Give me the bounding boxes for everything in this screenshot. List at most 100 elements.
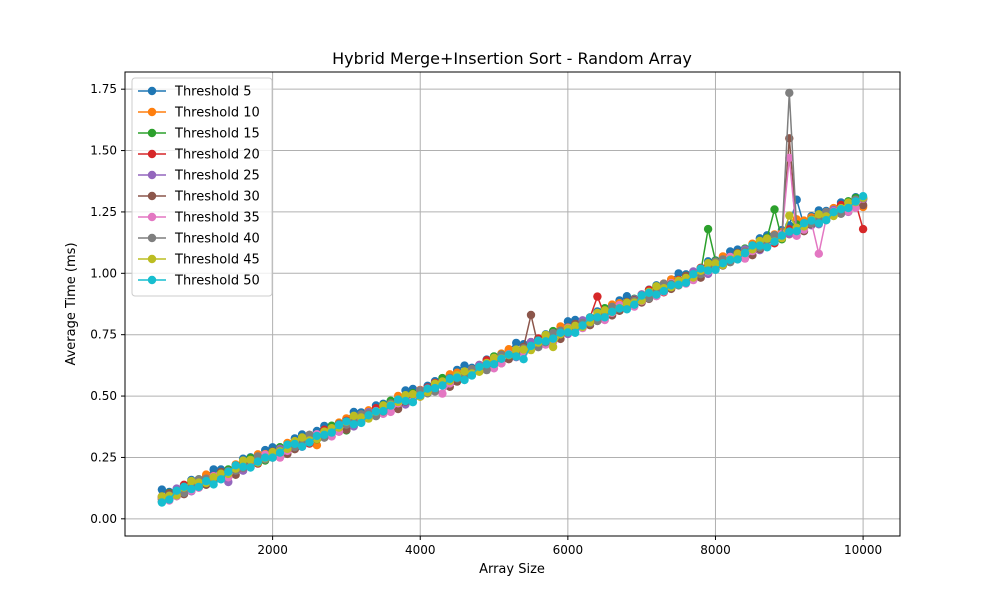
data-point <box>674 280 683 289</box>
data-point <box>179 482 189 491</box>
legend-label: Threshold 5 <box>174 85 251 100</box>
data-point <box>674 269 683 278</box>
data-point <box>209 480 218 489</box>
data-point <box>563 328 573 337</box>
y-tick-label: 1.00 <box>90 266 117 280</box>
data-point <box>283 440 292 449</box>
data-point <box>452 373 462 382</box>
x-axis-label: Array Size <box>479 562 545 577</box>
data-point <box>497 354 506 363</box>
data-point <box>770 237 779 246</box>
data-point <box>224 467 233 476</box>
legend-marker <box>147 86 157 96</box>
data-point <box>460 375 469 385</box>
data-point <box>829 208 838 217</box>
data-point <box>607 307 617 316</box>
data-point <box>386 401 395 410</box>
y-tick-label: 1.50 <box>90 144 117 158</box>
data-point <box>858 224 868 234</box>
data-point <box>814 249 823 258</box>
data-point <box>290 439 299 449</box>
data-point <box>652 282 661 291</box>
data-point <box>600 313 609 322</box>
data-point <box>556 328 565 337</box>
data-point <box>548 334 558 343</box>
legend-entry: Threshold 10 <box>138 106 260 121</box>
data-point <box>851 197 860 206</box>
data-point <box>785 88 794 98</box>
legend-label: Threshold 45 <box>174 253 260 268</box>
y-tick-label: 0.75 <box>90 328 117 342</box>
data-point <box>740 248 750 258</box>
data-point <box>489 353 499 362</box>
data-point <box>526 310 536 320</box>
data-point <box>157 492 167 501</box>
legend-label: Threshold 50 <box>174 274 260 289</box>
data-point <box>519 345 528 354</box>
data-point <box>357 418 366 428</box>
data-point <box>526 341 536 351</box>
data-point <box>475 362 484 371</box>
legend-label: Threshold 20 <box>174 148 260 163</box>
legend-entry: Threshold 20 <box>138 148 260 163</box>
data-point <box>785 227 794 236</box>
legend-box <box>131 77 273 297</box>
data-point <box>297 442 307 451</box>
data-point <box>187 476 196 486</box>
data-point <box>792 227 801 236</box>
data-point <box>489 360 499 369</box>
data-point <box>622 292 632 301</box>
data-point <box>416 391 425 400</box>
data-point <box>519 355 528 364</box>
data-point <box>858 200 868 210</box>
data-point <box>571 328 580 337</box>
data-point <box>541 330 550 340</box>
data-point <box>814 219 823 228</box>
data-point <box>858 192 868 201</box>
data-point <box>364 411 373 420</box>
data-point <box>408 390 418 399</box>
data-point <box>785 153 794 163</box>
x-tick-label: 2000 <box>257 543 288 557</box>
x-tick-label: 6000 <box>553 543 584 557</box>
data-point <box>268 453 277 462</box>
data-point <box>630 300 639 309</box>
data-point <box>541 337 550 346</box>
data-point <box>807 216 816 225</box>
data-point <box>334 420 344 430</box>
data-point <box>238 456 248 465</box>
data-point <box>401 396 410 406</box>
legend-marker <box>147 212 157 222</box>
data-point <box>438 389 447 398</box>
data-point <box>718 259 728 268</box>
data-point <box>748 241 757 250</box>
data-point <box>320 430 329 439</box>
x-tick-label: 8000 <box>700 543 731 557</box>
data-point <box>231 461 240 470</box>
legend-marker <box>147 107 157 117</box>
data-point <box>349 411 358 420</box>
legend-marker <box>147 191 157 201</box>
legend-entry: Threshold 15 <box>138 127 260 142</box>
legend-entry: Threshold 30 <box>138 190 260 205</box>
data-point <box>844 203 853 213</box>
data-point <box>593 313 602 322</box>
legend-entry: Threshold 5 <box>138 85 251 100</box>
data-point <box>246 463 255 472</box>
legend-marker <box>147 170 157 180</box>
data-point <box>615 304 624 313</box>
data-point <box>534 336 543 345</box>
data-point <box>460 361 469 370</box>
data-point <box>512 338 521 348</box>
data-point <box>703 266 713 275</box>
data-point <box>799 219 809 228</box>
y-tick-label: 0.25 <box>90 450 117 464</box>
data-point <box>600 306 609 315</box>
data-point <box>202 476 211 486</box>
legend-label: Threshold 15 <box>174 127 260 142</box>
data-point <box>438 381 447 390</box>
data-point <box>297 433 307 442</box>
legend: Threshold 5 Threshold 10 Threshold 15 Thres… <box>131 77 273 297</box>
data-point <box>157 485 167 494</box>
